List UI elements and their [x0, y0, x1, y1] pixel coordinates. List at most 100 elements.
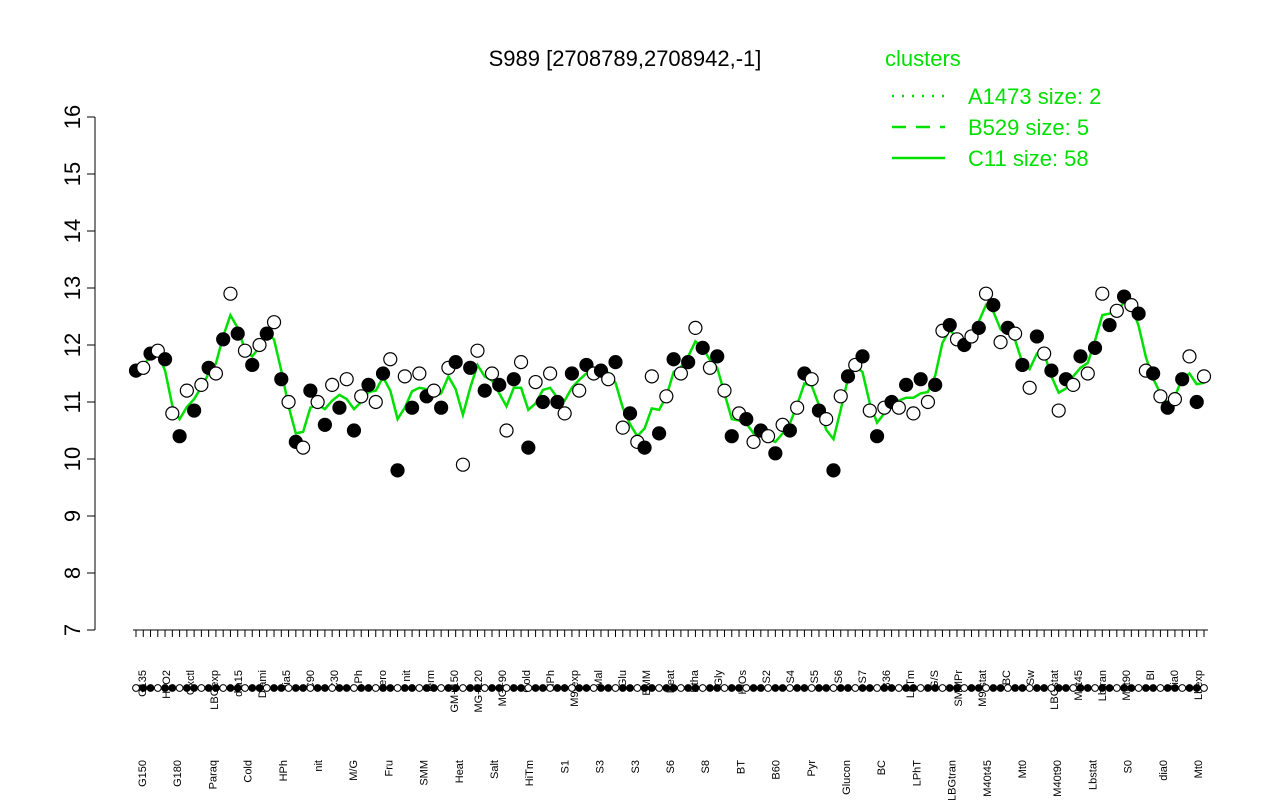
x-tick-label: S4	[785, 670, 797, 683]
rug-marker	[386, 684, 395, 692]
x-tick-label: S8	[700, 760, 712, 773]
data-point	[1095, 286, 1110, 301]
x-tick-label: G/S	[929, 670, 941, 689]
rug-marker	[1156, 684, 1165, 692]
data-point	[637, 440, 652, 455]
data-point	[484, 366, 500, 381]
data-point	[368, 394, 383, 410]
rug-marker	[865, 684, 874, 692]
rug-marker	[807, 684, 816, 692]
data-point	[252, 337, 267, 353]
data-point	[557, 406, 572, 421]
data-point	[899, 377, 914, 392]
data-point	[942, 317, 957, 333]
rug-marker	[1105, 684, 1114, 692]
rug-marker	[538, 684, 547, 692]
rug-marker	[698, 684, 707, 692]
data-point	[1189, 394, 1204, 410]
data-point	[615, 420, 630, 435]
data-point	[1037, 346, 1052, 361]
data-point	[1182, 349, 1197, 364]
data-point	[259, 326, 274, 341]
y-tick-label: 10	[60, 447, 85, 471]
data-point	[296, 440, 311, 455]
rug-marker	[727, 684, 736, 692]
data-point	[601, 372, 616, 387]
rug-marker	[153, 684, 162, 692]
rug-marker	[1163, 684, 1172, 692]
x-tick-label: G180	[172, 760, 184, 787]
y-axis: 7 8 9 10 11 12 13 14 15 16	[60, 105, 96, 636]
rug-marker	[328, 684, 337, 692]
data-point	[978, 286, 994, 301]
rug-marker	[480, 684, 489, 692]
rug-marker	[655, 684, 664, 692]
rug-marker	[291, 684, 300, 692]
data-point	[695, 340, 710, 355]
rug-marker	[1134, 684, 1143, 692]
rug-marker	[902, 684, 911, 692]
data-point	[412, 366, 427, 381]
rug-marker	[1083, 684, 1092, 692]
rug-marker	[495, 684, 504, 692]
x-tick-label: Heat	[454, 760, 466, 783]
rug-marker	[844, 684, 852, 692]
data-point	[165, 406, 180, 421]
data-point	[666, 352, 681, 367]
data-point	[208, 366, 224, 381]
data-point	[826, 463, 841, 478]
data-point	[717, 383, 732, 398]
rug-marker	[1069, 684, 1078, 692]
x-tick-label: S3	[630, 760, 642, 773]
rug-marker	[466, 684, 475, 692]
rug-marker	[1141, 684, 1150, 692]
rug-marker	[735, 684, 743, 692]
rug-marker	[168, 684, 177, 692]
rug-marker	[676, 684, 685, 692]
rug-marker	[204, 684, 213, 692]
rug-marker	[379, 684, 387, 692]
data-point	[187, 403, 202, 418]
y-tick-label: 12	[60, 333, 85, 357]
data-point	[710, 349, 725, 364]
x-tick-label: G150	[137, 760, 149, 787]
rug-marker	[764, 684, 772, 692]
rug-marker	[1062, 684, 1070, 692]
data-point	[681, 355, 696, 370]
data-point	[513, 355, 529, 370]
rug-marker	[967, 684, 976, 692]
x-tick-label: Cold	[243, 760, 255, 783]
rug-marker	[924, 684, 932, 692]
rug-marker	[611, 684, 620, 692]
rug-marker	[313, 684, 322, 692]
data-point	[404, 400, 420, 415]
rug-marker	[488, 684, 496, 692]
data-point	[245, 357, 260, 373]
rug-marker	[146, 684, 155, 692]
data-point	[819, 412, 834, 427]
rug-marker	[473, 684, 482, 692]
data-point	[216, 332, 231, 347]
rug-marker	[502, 684, 511, 692]
x-tick-label: B60	[771, 760, 783, 780]
data-point	[317, 417, 332, 432]
rug-marker	[182, 684, 191, 692]
rug-marker	[400, 684, 409, 692]
rug-marker	[197, 684, 206, 692]
data-point	[869, 429, 885, 444]
rug-marker	[1091, 684, 1099, 692]
rug-marker	[1025, 684, 1034, 692]
x-tick-label: HiTm	[524, 760, 536, 786]
data-point	[862, 403, 877, 418]
data-point	[1153, 389, 1168, 404]
data-point	[230, 326, 245, 341]
rug-marker	[422, 684, 431, 692]
rug-marker	[880, 684, 889, 692]
rug-marker	[560, 684, 569, 692]
x-tick-label: Paraq	[207, 760, 219, 789]
rug-marker	[277, 684, 286, 692]
data-point	[375, 366, 391, 381]
rug-marker	[945, 684, 954, 692]
rug-marker	[1120, 684, 1128, 692]
rug-marker	[161, 684, 169, 692]
